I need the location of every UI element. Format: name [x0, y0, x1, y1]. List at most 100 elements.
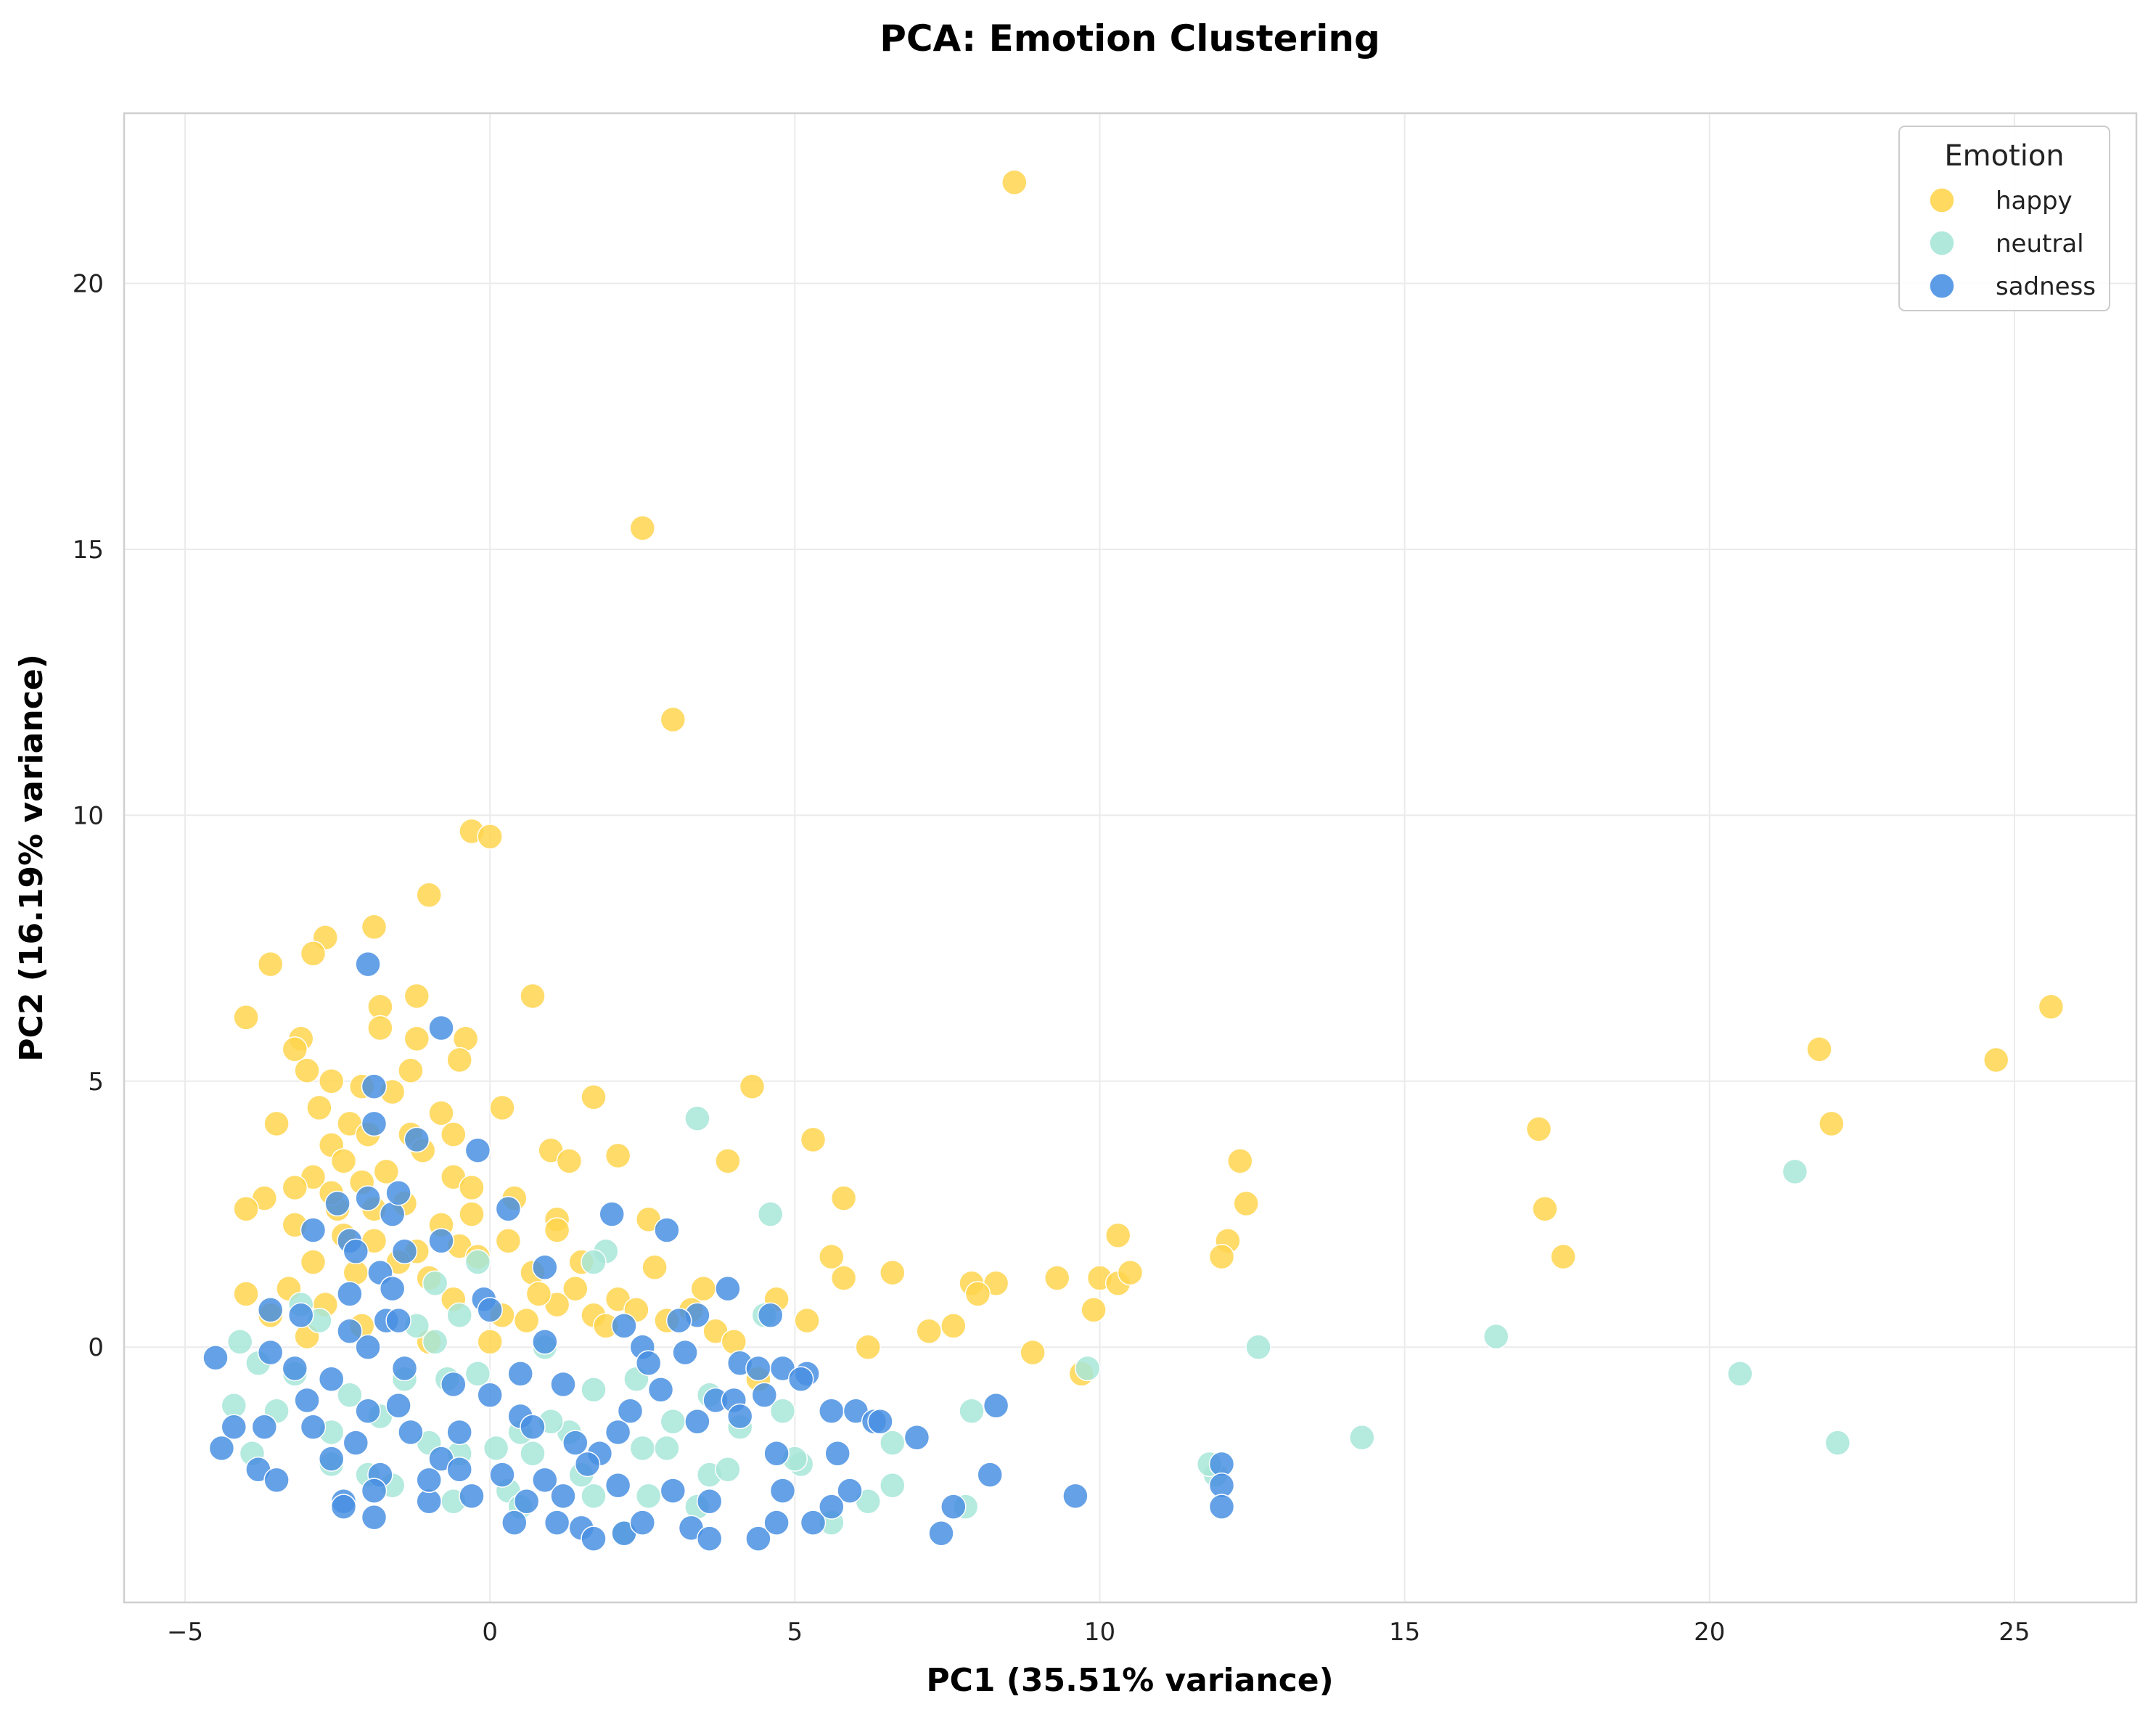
happy-point	[819, 1243, 845, 1270]
sadness-point	[257, 1297, 284, 1323]
sadness-point	[611, 1313, 637, 1339]
sadness-point	[769, 1478, 796, 1504]
sadness-point	[403, 1126, 430, 1153]
y-tick-label: 0	[88, 1333, 104, 1362]
happy-point	[263, 1110, 290, 1137]
sadness-point	[983, 1393, 1009, 1419]
sadness-point	[629, 1510, 656, 1536]
happy-point	[282, 1036, 308, 1062]
sadness-point	[520, 1414, 546, 1440]
sadness-point	[574, 1451, 601, 1478]
y-tick-label: 20	[73, 270, 104, 299]
sadness-point	[617, 1398, 644, 1424]
sadness-point	[745, 1355, 771, 1382]
happy-point	[1117, 1259, 1144, 1286]
happy-point	[233, 1004, 259, 1031]
sadness-point	[763, 1510, 790, 1536]
happy-point	[629, 515, 656, 541]
sadness-point	[715, 1275, 741, 1302]
sadness-point	[208, 1435, 235, 1462]
plot-frame	[123, 112, 2138, 1604]
sadness-point	[940, 1494, 967, 1520]
happy-point	[459, 1201, 485, 1227]
sadness-point	[819, 1398, 845, 1424]
neutral-point	[715, 1457, 741, 1483]
happy-point	[489, 1094, 515, 1121]
sadness-point	[300, 1414, 327, 1440]
neutral-point	[1349, 1425, 1375, 1451]
sadness-point	[379, 1275, 406, 1302]
happy-point	[257, 951, 284, 978]
neutral-point	[880, 1473, 906, 1499]
happy-point	[800, 1126, 827, 1153]
happy-point	[477, 823, 503, 850]
sadness-point	[361, 1478, 388, 1504]
x-axis-label: PC1 (35.51% variance)	[926, 1662, 1333, 1699]
neutral-point	[635, 1483, 662, 1510]
sadness-point	[763, 1441, 790, 1467]
sadness-point	[550, 1371, 576, 1398]
sadness-point	[343, 1430, 369, 1456]
happy-point	[940, 1313, 967, 1339]
sadness-point	[532, 1254, 558, 1281]
sadness-point	[477, 1297, 503, 1323]
legend-label-neutral: neutral	[1996, 229, 2084, 258]
sadness-point	[221, 1414, 247, 1440]
happy-point	[428, 1100, 454, 1126]
x-tick-label: 0	[482, 1618, 498, 1647]
happy-point	[1532, 1195, 1558, 1222]
sadness-point	[819, 1494, 845, 1520]
happy-point	[1233, 1190, 1259, 1217]
happy-point	[233, 1281, 259, 1307]
sadness-point	[824, 1441, 850, 1467]
happy-point	[880, 1259, 906, 1286]
happy-point	[403, 983, 430, 1010]
sadness-point	[751, 1382, 778, 1408]
sadness-point	[459, 1483, 485, 1510]
happy-point	[562, 1275, 589, 1302]
happy-point	[361, 914, 388, 941]
happy-point	[294, 1057, 320, 1084]
sadness-point	[507, 1361, 533, 1387]
neutral-point	[880, 1430, 906, 1456]
sadness-point	[1062, 1483, 1089, 1510]
sadness-point	[257, 1339, 284, 1366]
sadness-point	[202, 1345, 229, 1371]
neutral-point	[581, 1377, 607, 1403]
sadness-point	[837, 1478, 863, 1504]
neutral-point	[446, 1302, 472, 1329]
series-sadness	[202, 951, 1235, 1552]
x-tick-label: 5	[787, 1618, 803, 1647]
happy-point	[1983, 1047, 2009, 1073]
sadness-point	[263, 1467, 290, 1494]
sadness-point	[1208, 1494, 1235, 1520]
neutral-point	[1245, 1334, 1271, 1360]
happy-point	[1020, 1339, 1046, 1366]
legend-marker-sadness	[1929, 273, 1955, 299]
x-axis-ticks: −5 0 5 10 15 20 25	[167, 1618, 2030, 1647]
sadness-point	[391, 1238, 418, 1265]
happy-point	[855, 1334, 881, 1360]
happy-point	[794, 1307, 820, 1334]
sadness-point	[544, 1510, 570, 1536]
neutral-point	[337, 1382, 363, 1408]
neutral-point	[660, 1409, 686, 1435]
y-tick-label: 10	[73, 801, 104, 830]
sadness-point	[495, 1195, 522, 1222]
happy-point	[373, 1158, 400, 1185]
legend-marker-happy	[1929, 187, 1955, 213]
neutral-point	[581, 1483, 607, 1510]
happy-point	[306, 1094, 332, 1121]
happy-point	[233, 1195, 259, 1222]
sadness-point	[604, 1419, 631, 1446]
sadness-point	[550, 1483, 576, 1510]
legend-title: Emotion	[1944, 139, 2064, 173]
x-tick-label: 25	[1999, 1618, 2030, 1647]
y-tick-label: 5	[88, 1068, 104, 1097]
sadness-point	[696, 1488, 723, 1515]
sadness-point	[745, 1526, 771, 1552]
y-tick-label: 15	[73, 536, 104, 565]
neutral-point	[226, 1329, 253, 1355]
sadness-point	[416, 1467, 442, 1494]
sadness-point	[757, 1302, 784, 1329]
